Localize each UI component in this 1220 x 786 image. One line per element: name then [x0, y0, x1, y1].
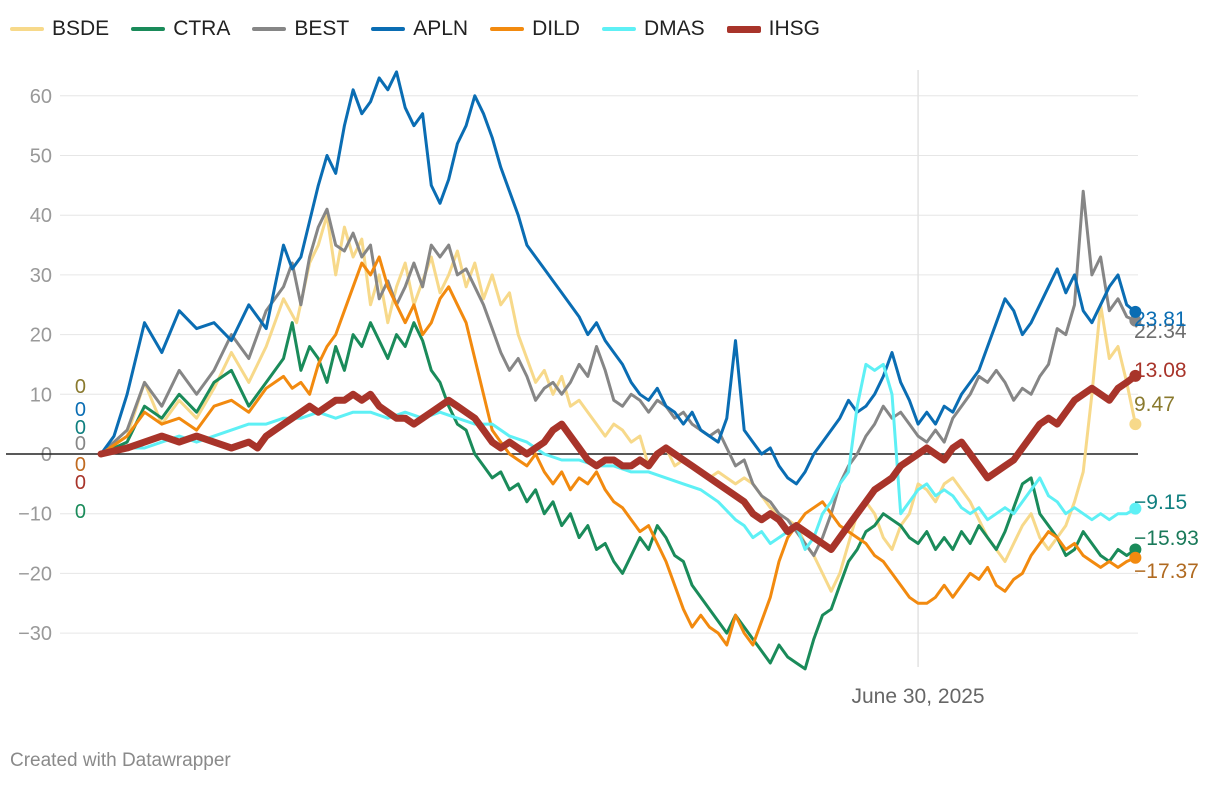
- legend: BSDE CTRA BEST APLN DILD DMAS IHSG: [10, 14, 842, 44]
- series-line-dmas: [99, 362, 1137, 551]
- legend-item-apln: APLN: [371, 17, 468, 41]
- end-label-ihsg: 13.08: [1134, 359, 1187, 382]
- legend-label: CTRA: [173, 17, 231, 40]
- start-label: 0: [75, 433, 86, 455]
- legend-swatch: [726, 25, 761, 33]
- start-label: 0: [75, 501, 86, 523]
- end-label-ctra: −15.93: [1134, 527, 1199, 550]
- legend-item-ctra: CTRA: [131, 17, 230, 41]
- end-label-bsde: 9.47: [1134, 393, 1175, 416]
- credit-text: Created with Datawrapper: [10, 750, 231, 771]
- legend-swatch: [371, 27, 406, 31]
- legend-label: BSDE: [52, 17, 110, 40]
- start-label: 0: [75, 472, 86, 494]
- legend-item-dmas: DMAS: [601, 17, 705, 41]
- legend-swatch: [10, 27, 44, 31]
- series-line-apln: [99, 70, 1137, 486]
- series-line-best: [99, 189, 1137, 557]
- legend-item-bsde: BSDE: [10, 17, 109, 41]
- legend-label: IHSG: [768, 17, 820, 40]
- series-line-ihsg: [97, 372, 1139, 553]
- y-tick-label: 40: [30, 205, 52, 227]
- legend-swatch: [490, 27, 525, 31]
- legend-label: DMAS: [643, 17, 705, 40]
- end-label-dmas: −9.15: [1134, 491, 1187, 514]
- legend-label: DILD: [532, 17, 580, 40]
- y-tick-label: 30: [30, 265, 52, 287]
- legend-swatch: [252, 27, 287, 31]
- legend-label: BEST: [294, 17, 350, 40]
- end-label-best: 22.34: [1134, 320, 1187, 343]
- series-line-ctra: [99, 321, 1137, 671]
- legend-swatch: [601, 27, 636, 31]
- end-label-dild: −17.37: [1134, 560, 1199, 583]
- x-tick-label: June 30, 2025: [852, 685, 985, 708]
- start-label: 0: [75, 376, 86, 398]
- y-tick-label: 10: [30, 384, 52, 406]
- y-tick-label: −30: [18, 623, 52, 645]
- end-dot-apln: [1129, 305, 1142, 318]
- start-label: 0: [75, 454, 86, 476]
- legend-label: APLN: [413, 17, 469, 40]
- start-label: 0: [75, 417, 86, 439]
- legend-swatch: [131, 27, 166, 31]
- end-dot-bsde: [1129, 418, 1142, 431]
- y-tick-label: 0: [41, 444, 52, 466]
- y-tick-label: −10: [18, 504, 52, 526]
- y-tick-label: 50: [30, 146, 52, 168]
- end-label-apln: 23.81: [1134, 308, 1187, 331]
- end-dot-dmas: [1129, 502, 1142, 515]
- legend-item-ihsg: IHSG: [726, 17, 820, 41]
- y-tick-label: 20: [30, 325, 52, 347]
- legend-item-best: BEST: [252, 17, 349, 41]
- series-line-dild: [99, 255, 1137, 647]
- end-dot-dild: [1129, 551, 1142, 564]
- legend-item-dild: DILD: [490, 17, 580, 41]
- end-dot-ihsg: [1129, 369, 1142, 382]
- y-tick-label: 60: [30, 86, 52, 108]
- start-label: 0: [75, 399, 86, 421]
- y-tick-label: −20: [18, 563, 52, 585]
- series-line-bsde: [99, 213, 1137, 593]
- end-dot-best: [1129, 314, 1142, 327]
